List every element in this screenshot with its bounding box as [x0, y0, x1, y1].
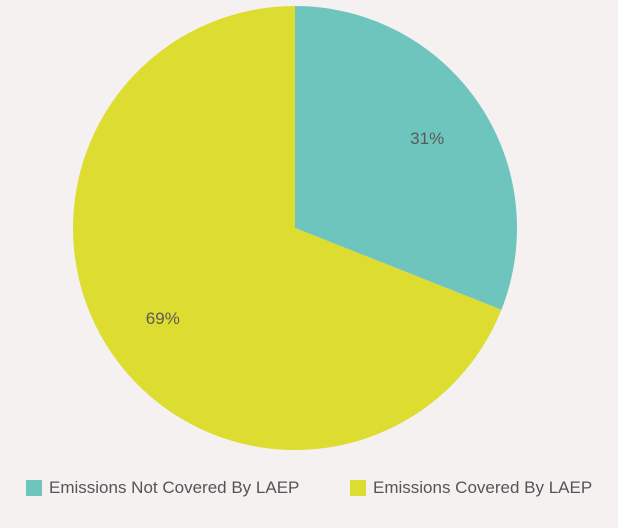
- pie-slice-not-covered: [295, 6, 517, 310]
- legend-label-covered: Emissions Covered By LAEP: [373, 478, 593, 497]
- pie-slices: [72, 6, 517, 450]
- pie-label-covered: 69%: [146, 309, 180, 328]
- pie-labels: 31% 69%: [146, 129, 444, 328]
- legend-item-not-covered: Emissions Not Covered By LAEP: [26, 476, 299, 500]
- legend-swatch-covered: [350, 480, 366, 496]
- pie-chart: 31% 69%: [72, 6, 517, 450]
- pie-chart-area: 31% 69%: [72, 6, 517, 450]
- legend-swatch-not-covered: [26, 480, 42, 496]
- pie-slice-covered: [72, 6, 502, 450]
- legend-label-not-covered: Emissions Not Covered By LAEP: [49, 478, 300, 497]
- pie-label-not-covered: 31%: [410, 129, 444, 148]
- legend-item-covered: Emissions Covered By LAEP: [350, 476, 592, 500]
- legend: Emissions Not Covered By LAEP Emissions …: [0, 476, 618, 500]
